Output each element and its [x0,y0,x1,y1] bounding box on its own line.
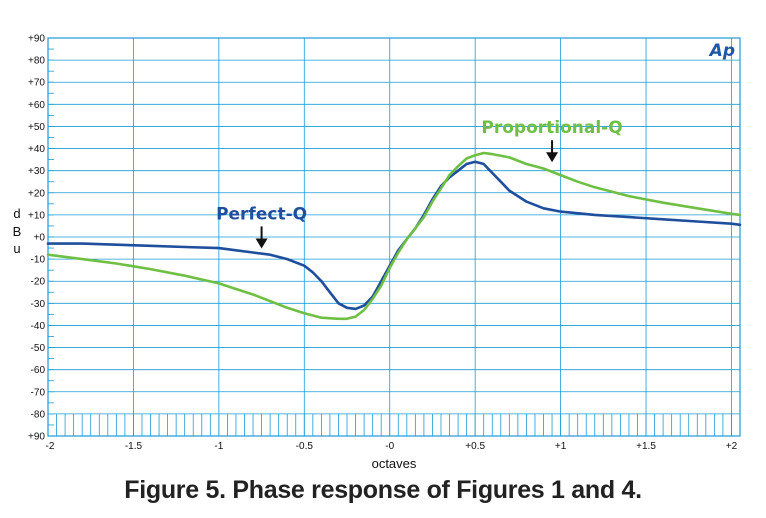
x-tick-label: +1 [555,441,567,452]
y-tick-label: -20 [31,277,46,288]
y-tick-label: +10 [28,210,45,221]
y-tick-label: +90 [28,34,45,45]
y-tick-label: +80 [28,56,45,67]
phase-response-chart: +90 +80 +70 +60 +50 +40 +30 +20 +10 +0 -10 -20 -30 -4… [13,34,742,471]
y-tick-labels: +90 +80 +70 +60 +50 +40 +30 +20 +10 +0 -10 -20 -30 -4… [28,34,45,443]
y-tick-label: +90 [28,432,45,443]
y-tick-label: -60 [31,365,46,376]
y-axis-title-letter: B [13,224,22,239]
y-axis-title-letter: u [13,241,20,256]
y-tick-label: -80 [31,409,46,420]
ap-logo: Ap [708,41,735,61]
x-tick-label: -1 [214,441,223,452]
y-tick-label: -30 [31,299,46,310]
x-tick-label: -0 [385,441,394,452]
y-tick-label: -50 [31,343,46,354]
y-tick-label: +30 [28,166,45,177]
y-axis-title-letter: d [13,206,20,221]
y-tick-label: -70 [31,387,46,398]
x-tick-label: -2 [46,441,55,452]
x-tick-label: +0.5 [465,441,485,452]
annotations: Perfect-Q Proportional-Q [216,118,623,249]
y-tick-label: +40 [28,144,45,155]
series-lines [46,151,742,321]
y-tick-label: +60 [28,100,45,111]
y-tick-label: +50 [28,122,45,133]
x-tick-label: +1.5 [636,441,656,452]
annotation-label: Perfect-Q [216,204,307,224]
y-axis-title: dBu [13,206,22,256]
x-tick-label: +2 [726,441,738,452]
annotation-arrow-head [255,238,268,249]
x-tick-label: -0.5 [296,441,314,452]
series-line-proportional-q [46,151,742,321]
x-tick-labels: -2 -1.5 -1 -0.5 -0 +0.5 +1 +1.5 +2 [46,441,738,452]
x-tick-label: -1.5 [125,441,143,452]
annotation-arrow-head [546,152,559,163]
x-axis-title: octaves [372,456,417,471]
y-tick-label: -40 [31,321,46,332]
plot-frame [47,37,741,437]
figure-caption: Figure 5. Phase response of Figures 1 an… [124,476,642,504]
y-tick-label: +70 [28,78,45,89]
bottom-minor-ticks [47,413,741,436]
annotation-label: Proportional-Q [481,118,622,138]
y-tick-label: -10 [31,255,46,266]
y-tick-label: +0 [34,233,46,244]
y-tick-label: +20 [28,188,45,199]
